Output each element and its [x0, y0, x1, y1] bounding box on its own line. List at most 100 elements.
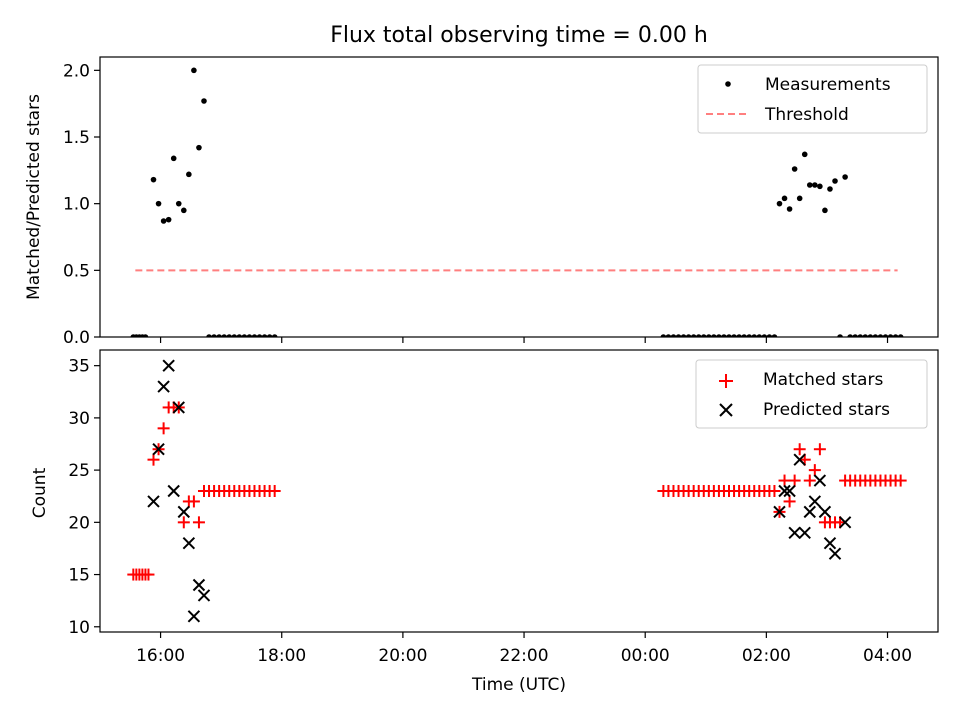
- measurement-point: [872, 334, 879, 337]
- measurement-point: [817, 183, 823, 190]
- measurement-point: [206, 334, 212, 337]
- measurement-point: [695, 334, 702, 337]
- measurement-point: [700, 334, 707, 337]
- predicted-star-point: [182, 537, 196, 550]
- matched-star-point: [808, 464, 821, 477]
- measurement-point: [221, 334, 227, 337]
- matched-star-point: [147, 453, 160, 466]
- matched-star-point: [813, 443, 826, 456]
- x-tick-label: 04:00: [863, 646, 912, 666]
- measurement-point: [751, 334, 758, 337]
- measurement-point: [226, 334, 233, 337]
- y-tick-label: 0.5: [63, 261, 90, 281]
- ratio-y-ticks: 0.0 0.5 1.0 1.5 2.0: [63, 61, 100, 348]
- measurement-point: [150, 176, 157, 183]
- y-tick-label: 35: [68, 357, 90, 377]
- predicted-star-point: [823, 537, 837, 550]
- predicted-star-point: [192, 578, 206, 592]
- ratio-marks-layer: [130, 67, 904, 337]
- measurement-point: [736, 334, 742, 337]
- predicted-star-point: [773, 505, 786, 519]
- matched-star-point: [778, 474, 791, 487]
- figure-title: Flux total observing time = 0.00 h: [330, 23, 708, 48]
- x-tick-label: 00:00: [621, 646, 670, 666]
- count-y-axis-label: Count: [30, 467, 50, 518]
- predicted-star-point: [798, 526, 811, 539]
- measurement-point: [842, 174, 848, 180]
- x-tick-label: 18:00: [257, 646, 306, 666]
- matched-star-point: [768, 485, 781, 497]
- predicted-star-point: [793, 453, 806, 466]
- measurement-point: [160, 218, 167, 224]
- measurement-point: [867, 334, 874, 337]
- measurement-point: [786, 206, 793, 212]
- measurement-point: [781, 195, 788, 202]
- plot-area: [130, 67, 904, 337]
- measurement-point: [897, 334, 904, 337]
- measurement-point: [766, 334, 773, 337]
- measurement-point: [231, 334, 238, 337]
- ratio-axes-frame: [99, 56, 939, 338]
- measurement-point: [892, 334, 899, 337]
- predicted-star-point: [187, 610, 201, 623]
- matched-star-point: [894, 474, 907, 487]
- measurement-point: [680, 334, 687, 337]
- measurement-point: [155, 200, 162, 207]
- ratio-y-axis-label: Matched/Predicted stars: [24, 94, 44, 300]
- legend-predicted-label: Predicted stars: [763, 400, 890, 420]
- measurement-point: [877, 334, 884, 337]
- x-tick-label: 20:00: [378, 646, 427, 666]
- measurement-point: [711, 334, 717, 337]
- predicted-star-point: [152, 443, 165, 456]
- measurement-point: [741, 334, 747, 337]
- count-axes-frame: [99, 349, 939, 633]
- ratio-panel: 0.00.51.01.52.0 Matched/Predicted stars …: [24, 56, 939, 348]
- measurement-point: [791, 166, 798, 172]
- ratio-legend: Measurements Threshold: [697, 64, 928, 134]
- measurement-point: [806, 182, 813, 188]
- y-tick-label: 30: [68, 409, 90, 429]
- measurement-point: [256, 334, 263, 337]
- predicted-star-point: [172, 401, 185, 414]
- matched-star-point: [192, 516, 205, 529]
- measurement-point: [776, 200, 783, 207]
- count-legend-box: [695, 359, 928, 429]
- y-tick-label: 10: [68, 618, 90, 638]
- measurement-point: [266, 334, 273, 337]
- predicted-star-point: [788, 526, 801, 539]
- y-tick-label: 20: [68, 513, 90, 533]
- predicted-star-point: [197, 589, 211, 602]
- measurement-point: [857, 334, 864, 337]
- predicted-star-point: [157, 380, 170, 393]
- legend-measurements-label: Measurements: [765, 75, 891, 95]
- legend-matched-marker: [719, 374, 733, 388]
- predicted-star-point: [147, 495, 160, 508]
- matched-star-point: [783, 495, 796, 508]
- measurement-point: [812, 182, 818, 188]
- measurement-point: [756, 334, 763, 337]
- measurement-point: [271, 334, 278, 337]
- matched-star-point: [177, 516, 190, 529]
- y-tick-label: 15: [68, 566, 90, 586]
- x-axis-label: Time (UTC): [471, 675, 566, 695]
- count-x-ticks: 16:00 18:00 20:00 22:00 00:00 02:00 04:00: [136, 632, 912, 666]
- count-marks-layer: [127, 359, 907, 623]
- x-tick-label: 02:00: [742, 646, 791, 666]
- measurement-point: [852, 334, 859, 337]
- measurement-point: [665, 334, 672, 337]
- predicted-star-point: [803, 505, 816, 519]
- measurement-point: [261, 334, 268, 337]
- predicted-star-point: [838, 516, 852, 529]
- measurement-point: [251, 334, 258, 337]
- measurement-point: [827, 186, 833, 192]
- legend-matched-label: Matched stars: [763, 370, 883, 390]
- measurement-point: [142, 334, 149, 337]
- measurement-point: [726, 334, 732, 337]
- y-tick-label: 2.0: [63, 61, 90, 81]
- measurement-point: [847, 334, 853, 337]
- measurement-point: [706, 334, 712, 337]
- measurement-point: [832, 178, 838, 184]
- measurement-point: [660, 334, 667, 337]
- predicted-star-point: [828, 547, 842, 560]
